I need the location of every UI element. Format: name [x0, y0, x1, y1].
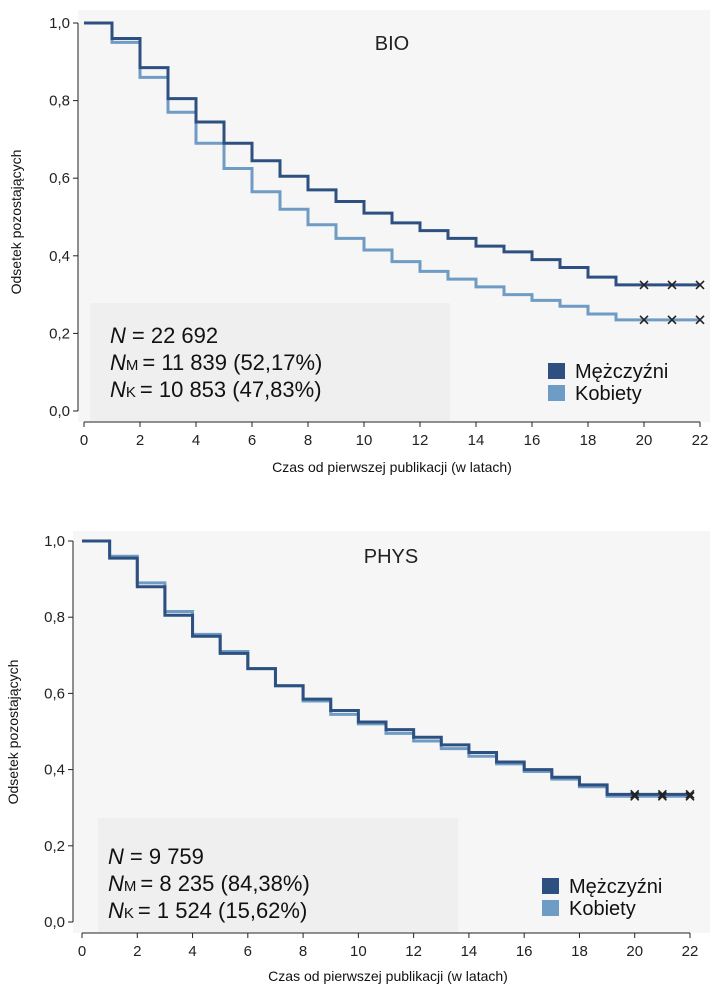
censor-marker-women [685, 791, 695, 801]
censor-marker-women [667, 315, 677, 325]
stats-box [98, 818, 458, 932]
x-tick-label: 20 [626, 943, 643, 960]
legend: Mężczyźni Kobiety [542, 876, 662, 920]
x-tick-label: 2 [136, 432, 144, 449]
legend-swatch-women [542, 900, 559, 916]
x-tick-label: 12 [412, 432, 429, 449]
x-tick-label: 4 [192, 432, 200, 449]
series-layer [82, 539, 695, 801]
stats-box [90, 303, 450, 421]
panel-phys: 0,0 0,2 0,4 0,6 0,8 1,0 0 2 4 6 8 10 12 14 16 18 20 22 PH… [5, 531, 710, 984]
y-tick-label: 0,8 [49, 93, 70, 110]
censor-marker-men [657, 789, 667, 799]
stats-text: N = 9 759 NM = 8 235 (84,38%) NK = 1 524 (1… [108, 844, 310, 923]
y-tick-label: 0,0 [49, 403, 70, 420]
x-tick-label: 14 [461, 943, 478, 960]
y-tick-label: 1,0 [49, 15, 70, 32]
legend-label-men: Mężczyźni [575, 361, 668, 383]
stats-text: N = 22 692 NM = 11 839 (52,17%) NK = 10 853… [110, 323, 322, 402]
y-tick-label: 0,4 [49, 248, 70, 265]
x-tick-label: 10 [356, 432, 373, 449]
stat-n: N = 9 759 [108, 844, 204, 869]
series-line-men [82, 539, 690, 796]
censor-marker-women [630, 791, 640, 801]
legend-label-women: Kobiety [575, 383, 642, 405]
legend-swatch-men [542, 878, 559, 894]
y-tick-label: 0,6 [44, 685, 65, 702]
y-tick-label: 0,2 [44, 838, 65, 855]
series-line-women [82, 539, 690, 798]
x-tick-label: 4 [188, 943, 196, 960]
censor-marker-men [667, 280, 677, 290]
x-tick-label: 12 [405, 943, 422, 960]
legend-swatch-women [548, 385, 565, 401]
x-axis-label: Czas od pierwszej publikacji (w latach) [272, 459, 512, 475]
stat-nk: NK = 1 524 (15,62%) [108, 898, 307, 923]
stat-nk: NK = 10 853 (47,83%) [110, 377, 322, 402]
y-tick-label: 0,0 [44, 914, 65, 931]
y-tick-label: 1,0 [44, 533, 65, 550]
series-line-women [84, 21, 700, 322]
x-tick-label: 0 [80, 432, 88, 449]
x-tick-label: 2 [133, 943, 141, 960]
x-tick-label: 22 [682, 943, 699, 960]
series-line-men [84, 21, 700, 287]
censor-marker-men [695, 280, 705, 290]
y-tick-label: 0,2 [49, 325, 70, 342]
x-tick-label: 0 [78, 943, 86, 960]
censor-marker-women [639, 315, 649, 325]
x-tick-label: 16 [516, 943, 533, 960]
legend-swatch-men [548, 363, 565, 379]
x-tick-label: 14 [468, 432, 485, 449]
stat-nm: NM = 11 839 (52,17%) [110, 350, 322, 375]
x-tick-label: 6 [244, 943, 252, 960]
axes: 0,0 0,2 0,4 0,6 0,8 1,0 0 2 4 6 8 10 12 14 16 18 20 22 [49, 15, 708, 449]
legend-label-women: Kobiety [569, 898, 636, 920]
chart-title: BIO [375, 33, 409, 55]
censor-marker-men [685, 789, 695, 799]
censor-marker-men [639, 280, 649, 290]
stat-nm: NM = 8 235 (84,38%) [108, 871, 310, 896]
y-axis-label: Odsetek pozostających [5, 660, 21, 805]
censor-marker-women [657, 791, 667, 801]
censor-marker-women [695, 315, 705, 325]
series-layer [84, 21, 705, 325]
panel-bio: 0,0 0,2 0,4 0,6 0,8 1,0 0 2 4 6 8 10 12 14 16 18 20 22 BI… [8, 10, 710, 475]
x-tick-label: 22 [692, 432, 709, 449]
x-tick-label: 6 [248, 432, 256, 449]
x-tick-label: 8 [304, 432, 312, 449]
x-tick-label: 20 [636, 432, 653, 449]
censor-marker-men [630, 789, 640, 799]
chart-title: PHYS [364, 546, 418, 568]
y-tick-label: 0,8 [44, 609, 65, 626]
stat-n: N = 22 692 [110, 323, 218, 348]
x-tick-label: 16 [524, 432, 541, 449]
legend: Mężczyźni Kobiety [548, 361, 668, 405]
x-tick-label: 18 [571, 943, 588, 960]
legend-label-men: Mężczyźni [569, 876, 662, 898]
x-tick-label: 10 [350, 943, 367, 960]
y-tick-label: 0,6 [49, 170, 70, 187]
x-axis-label: Czas od pierwszej publikacji (w latach) [268, 968, 508, 984]
x-tick-label: 8 [299, 943, 307, 960]
y-axis-label: Odsetek pozostających [8, 150, 24, 295]
y-tick-label: 0,4 [44, 762, 65, 779]
x-tick-label: 18 [580, 432, 597, 449]
axes: 0,0 0,2 0,4 0,6 0,8 1,0 0 2 4 6 8 10 12 14 16 18 20 22 [44, 533, 698, 960]
